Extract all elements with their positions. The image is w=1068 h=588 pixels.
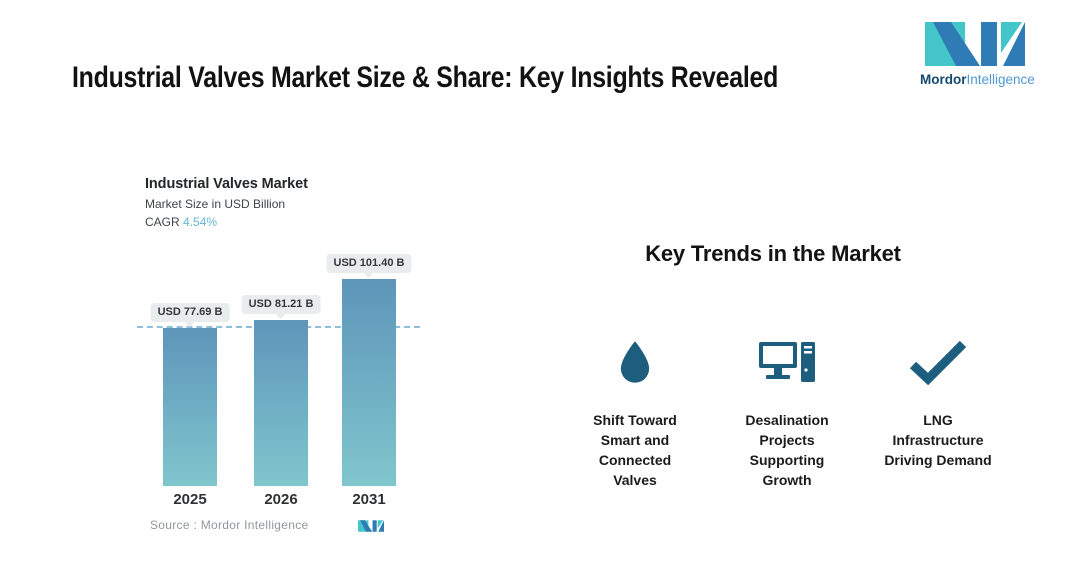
bar-slot: USD 77.69 B 2025 [150,303,230,508]
bar [254,320,308,486]
year-label: 2025 [173,491,207,508]
year-label: 2031 [352,491,386,508]
desktop-computer-icon [759,342,815,382]
bar-value-bubble: USD 77.69 B [150,303,230,322]
cagr-value: 4.54% [183,215,218,229]
trend-item-smart-valves: Shift Toward Smart and Connected Valves [560,332,710,490]
chart-title: Industrial Valves Market [145,176,308,192]
mordor-intelligence-logo-icon [925,22,1025,66]
bar [163,328,217,486]
bar-plot: USD 77.69 B 2025 USD 81.21 B 2026 USD 101.40… [137,246,423,508]
source-attribution: Source : Mordor Intelligence [150,518,309,532]
trend-item-desalination: Desalination Projects Supporting Growth [712,332,862,490]
trends-heading: Key Trends in the Market [645,241,901,266]
trend-item-lng: LNG Infrastructure Driving Demand [860,332,1016,470]
droplet-icon [620,341,650,383]
chart-subtitle: Market Size in USD Billion [145,197,286,211]
chart-cagr: CAGR 4.54% [145,215,308,229]
brand-name-light: Intelligence [966,72,1035,87]
trend-label: LNG Infrastructure Driving Demand [884,412,992,468]
checkmark-icon [909,340,967,385]
brand-name: MordorIntelligence [920,72,1035,87]
page-title: Industrial Valves Market Size & Share: K… [72,61,779,94]
trend-label: Shift Toward Smart and Connected Valves [593,412,677,488]
mordor-intelligence-logo: MordorIntelligence [920,22,1035,87]
chart-header: Industrial Valves Market Market Size in … [145,176,308,229]
bar-value-bubble: USD 101.40 B [326,254,412,273]
bar-value-bubble: USD 81.21 B [241,295,321,314]
bar-slot: USD 81.21 B 2026 [241,295,321,508]
bar-slot: USD 101.40 B 2031 [326,254,412,508]
trend-label: Desalination Projects Supporting Growth [745,412,829,488]
year-label: 2026 [264,491,298,508]
bar [342,279,396,486]
brand-name-bold: Mordor [920,72,967,87]
cagr-label: CAGR [145,215,180,229]
mordor-intelligence-logo-mark-small [358,520,384,532]
